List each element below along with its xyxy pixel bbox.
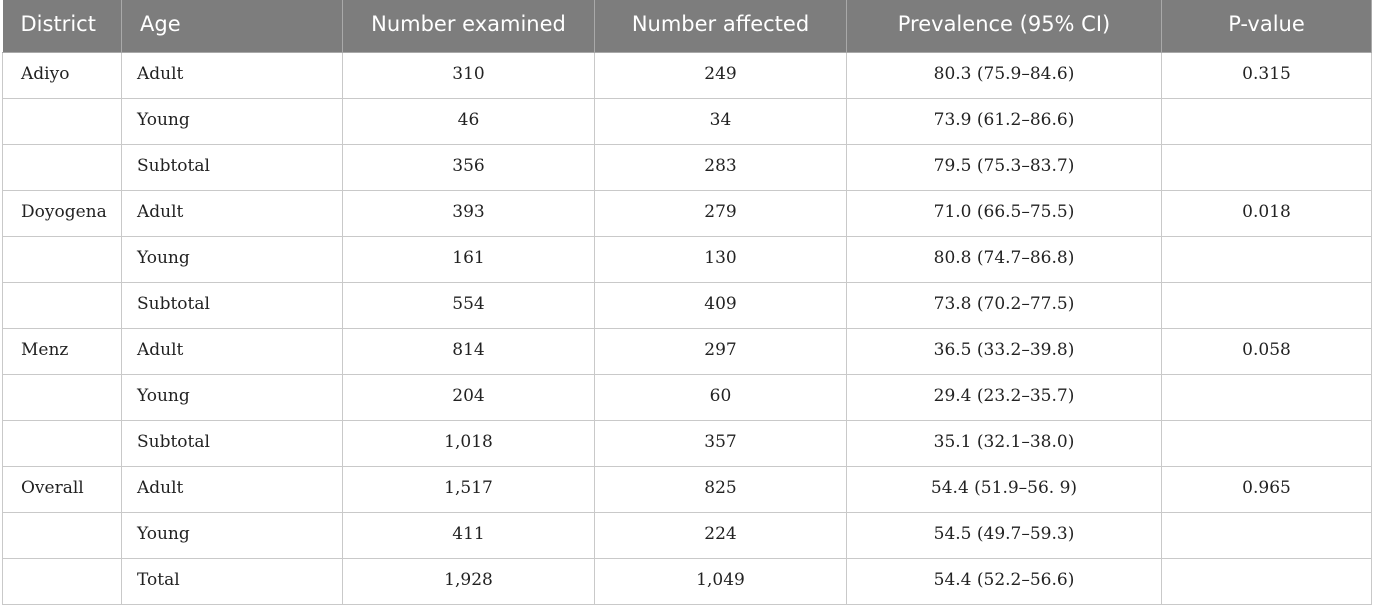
district-cell — [2, 282, 122, 329]
header-district: District — [2, 0, 122, 53]
p-value-cell — [1161, 420, 1372, 467]
examined-cell: 161 — [342, 236, 595, 283]
p-value-cell: 0.058 — [1161, 328, 1372, 375]
district-cell: Adiyo — [2, 52, 122, 99]
table-row: Doyogena Adult 393 279 71.0 (66.5–75.5) … — [2, 190, 1372, 237]
affected-cell: 357 — [594, 420, 847, 467]
prevalence-cell: 80.3 (75.9–84.6) — [846, 52, 1162, 99]
prevalence-cell: 80.8 (74.7–86.8) — [846, 236, 1162, 283]
age-cell: Subtotal — [121, 420, 343, 467]
district-cell — [2, 420, 122, 467]
prevalence-cell: 35.1 (32.1–38.0) — [846, 420, 1162, 467]
p-value-cell — [1161, 558, 1372, 605]
p-value-cell: 0.018 — [1161, 190, 1372, 237]
affected-cell: 34 — [594, 98, 847, 145]
prevalence-cell: 29.4 (23.2–35.7) — [846, 374, 1162, 421]
prevalence-cell: 73.9 (61.2–86.6) — [846, 98, 1162, 145]
prevalence-cell: 54.4 (52.2–56.6) — [846, 558, 1162, 605]
affected-cell: 409 — [594, 282, 847, 329]
district-cell — [2, 374, 122, 421]
prevalence-cell: 73.8 (70.2–77.5) — [846, 282, 1162, 329]
district-cell: Menz — [2, 328, 122, 375]
examined-cell: 310 — [342, 52, 595, 99]
district-cell — [2, 144, 122, 191]
examined-cell: 204 — [342, 374, 595, 421]
age-cell: Adult — [121, 466, 343, 513]
examined-cell: 554 — [342, 282, 595, 329]
examined-cell: 411 — [342, 512, 595, 559]
p-value-cell — [1161, 374, 1372, 421]
table-row: Young 161 130 80.8 (74.7–86.8) — [2, 236, 1372, 283]
affected-cell: 283 — [594, 144, 847, 191]
p-value-cell — [1161, 98, 1372, 145]
table-row: Subtotal 1,018 357 35.1 (32.1–38.0) — [2, 420, 1372, 467]
table-row: Young 46 34 73.9 (61.2–86.6) — [2, 98, 1372, 145]
examined-cell: 1,018 — [342, 420, 595, 467]
age-cell: Adult — [121, 52, 343, 99]
affected-cell: 224 — [594, 512, 847, 559]
district-cell — [2, 236, 122, 283]
examined-cell: 46 — [342, 98, 595, 145]
district-cell: Doyogena — [2, 190, 122, 237]
age-cell: Adult — [121, 190, 343, 237]
prevalence-cell: 71.0 (66.5–75.5) — [846, 190, 1162, 237]
examined-cell: 356 — [342, 144, 595, 191]
p-value-cell — [1161, 512, 1372, 559]
affected-cell: 1,049 — [594, 558, 847, 605]
age-cell: Total — [121, 558, 343, 605]
p-value-cell: 0.965 — [1161, 466, 1372, 513]
prevalence-cell: 79.5 (75.3–83.7) — [846, 144, 1162, 191]
table-row: Total 1,928 1,049 54.4 (52.2–56.6) — [2, 558, 1372, 605]
examined-cell: 814 — [342, 328, 595, 375]
table-row: Young 411 224 54.5 (49.7–59.3) — [2, 512, 1372, 559]
affected-cell: 297 — [594, 328, 847, 375]
p-value-cell — [1161, 236, 1372, 283]
table-row: Subtotal 554 409 73.8 (70.2–77.5) — [2, 282, 1372, 329]
affected-cell: 60 — [594, 374, 847, 421]
age-cell: Subtotal — [121, 282, 343, 329]
examined-cell: 393 — [342, 190, 595, 237]
table-row: Subtotal 356 283 79.5 (75.3–83.7) — [2, 144, 1372, 191]
header-number-examined: Number examined — [342, 0, 595, 53]
affected-cell: 130 — [594, 236, 847, 283]
p-value-cell: 0.315 — [1161, 52, 1372, 99]
prevalence-cell: 54.5 (49.7–59.3) — [846, 512, 1162, 559]
affected-cell: 825 — [594, 466, 847, 513]
age-cell: Subtotal — [121, 144, 343, 191]
table-row: Overall Adult 1,517 825 54.4 (51.9–56. 9… — [2, 466, 1372, 513]
examined-cell: 1,928 — [342, 558, 595, 605]
header-p-value: P-value — [1161, 0, 1372, 53]
header-age: Age — [121, 0, 343, 53]
examined-cell: 1,517 — [342, 466, 595, 513]
prevalence-cell: 54.4 (51.9–56. 9) — [846, 466, 1162, 513]
age-cell: Young — [121, 98, 343, 145]
header-row: District Age Number examined Number affe… — [2, 0, 1372, 53]
table-row: Menz Adult 814 297 36.5 (33.2–39.8) 0.05… — [2, 328, 1372, 375]
age-cell: Young — [121, 236, 343, 283]
table-row: Young 204 60 29.4 (23.2–35.7) — [2, 374, 1372, 421]
affected-cell: 279 — [594, 190, 847, 237]
district-cell — [2, 558, 122, 605]
age-cell: Young — [121, 374, 343, 421]
age-cell: Young — [121, 512, 343, 559]
prevalence-cell: 36.5 (33.2–39.8) — [846, 328, 1162, 375]
district-cell: Overall — [2, 466, 122, 513]
table-row: Adiyo Adult 310 249 80.3 (75.9–84.6) 0.3… — [2, 52, 1372, 99]
p-value-cell — [1161, 282, 1372, 329]
age-cell: Adult — [121, 328, 343, 375]
header-prevalence: Prevalence (95% CI) — [846, 0, 1162, 53]
affected-cell: 249 — [594, 52, 847, 99]
district-cell — [2, 512, 122, 559]
district-cell — [2, 98, 122, 145]
p-value-cell — [1161, 144, 1372, 191]
header-number-affected: Number affected — [594, 0, 847, 53]
